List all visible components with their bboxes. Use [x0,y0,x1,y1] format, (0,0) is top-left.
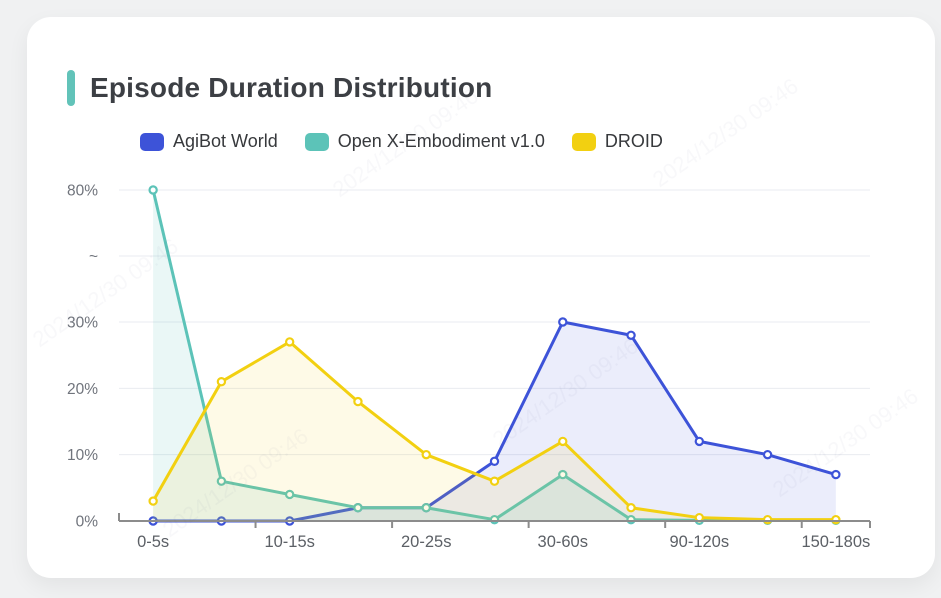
data-point-marker [762,514,773,525]
x-axis-tick-label: 150-180s [801,533,870,551]
y-axis-tick-label: 20% [67,381,98,398]
data-point-marker [831,469,841,480]
chart-title: Episode Duration Distribution [90,72,493,103]
series-area-open-x-embodiment-v1-0 [153,190,836,521]
data-point-marker [216,476,227,486]
legend-swatch [140,132,164,151]
x-axis-tick-label: 20-25s [401,533,451,551]
x-axis-tick-label: 0-5s [137,533,169,551]
y-axis-tick-label: 0% [76,514,99,531]
data-point-marker [353,503,363,513]
data-point-marker [421,503,431,513]
legend-label: Open X-Embodiment v1.0 [337,131,545,151]
series-area-droid [153,341,836,521]
data-point-marker [284,337,295,347]
title-accent-bar [67,70,75,106]
legend-swatch [304,132,329,151]
y-axis-tick-label: 30% [67,315,98,332]
data-point-marker [762,449,773,460]
data-point-marker [284,489,295,500]
legend-swatch [571,132,596,151]
data-point-marker [148,496,158,506]
x-axis-tick-label: 90-120s [669,533,729,551]
data-point-marker [489,476,500,486]
y-axis-tick-label: ~ [89,249,98,266]
data-point-marker [558,317,568,327]
data-point-marker [558,436,568,447]
y-axis-tick-label: 80% [67,183,98,200]
data-point-marker [353,396,363,407]
legend-item-agibot-world[interactable]: AgiBot World [140,131,278,152]
data-point-marker [831,514,841,525]
data-point-marker [421,449,431,460]
legend-label: AgiBot World [173,131,278,151]
y-axis-tick-label: 10% [67,447,98,464]
data-point-marker [626,503,636,513]
legend-item-open-x-embodiment-v1-0[interactable]: Open X-Embodiment v1.0 [304,131,545,152]
data-point-marker [489,456,500,466]
x-axis-tick-label: 30-60s [538,533,588,551]
legend-label: DROID [604,131,663,151]
chart-header: Episode Duration Distribution [67,70,492,106]
data-point-marker [148,185,158,195]
data-point-marker [694,436,705,447]
data-point-marker [558,469,568,480]
data-point-marker [626,330,636,340]
legend-item-droid[interactable]: DROID [571,131,663,152]
data-point-marker [216,377,227,387]
x-axis-tick-label: 10-15s [264,533,314,551]
series-area-agibot-world [153,322,836,521]
chart-legend: AgiBot World Open X-Embodiment v1.0 DROID [140,131,663,152]
